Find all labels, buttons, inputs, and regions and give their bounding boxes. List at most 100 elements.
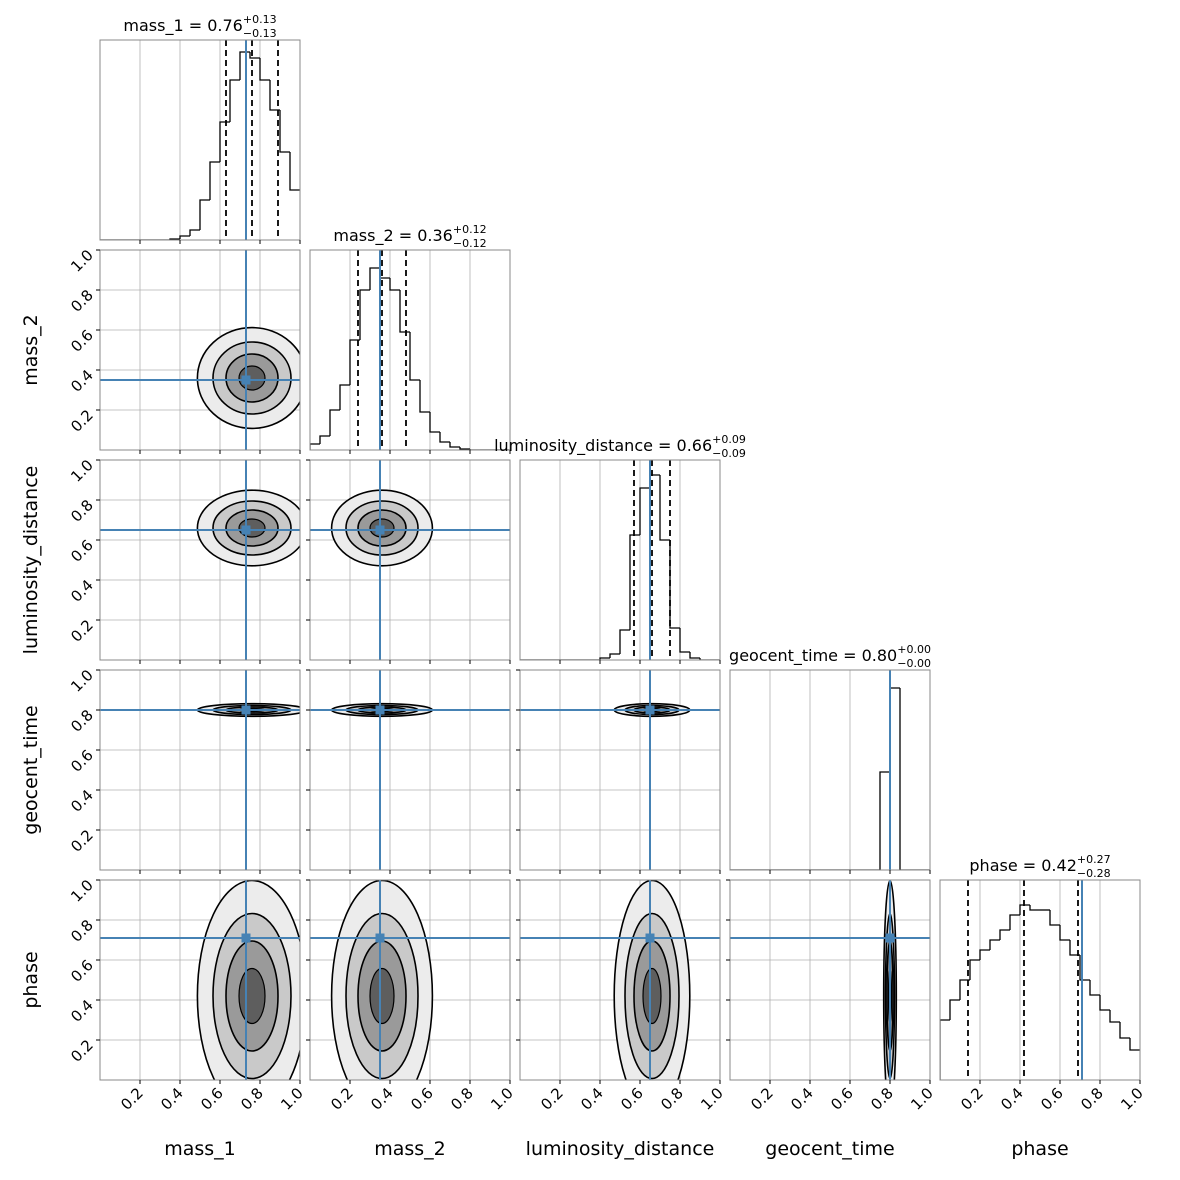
- y-tick-label: 0.4: [67, 366, 97, 396]
- truth-point: [375, 933, 385, 943]
- panel-frame: [309, 459, 511, 661]
- hist-step: [1129, 1038, 1140, 1051]
- hist-step: [439, 432, 450, 443]
- hist-step: [389, 278, 400, 291]
- panel: [940, 880, 1140, 1080]
- x-tick-label: 0.6: [407, 1084, 437, 1114]
- err-minus: −0.12: [453, 237, 487, 250]
- truth-point: [375, 525, 385, 535]
- truth-point: [645, 933, 655, 943]
- y-axis-label: phase: [20, 951, 42, 1008]
- y-tick-label: 0.6: [67, 746, 97, 776]
- y-tick-label: 0.8: [67, 286, 97, 316]
- x-tick-label: 0.8: [657, 1084, 687, 1114]
- x-tick-label: 0.4: [997, 1084, 1027, 1114]
- x-tick-label: 0.8: [447, 1084, 477, 1114]
- hist-step: [639, 487, 650, 535]
- panel-frame: [309, 249, 511, 451]
- panel: [100, 670, 300, 870]
- y-tick-label: 1.0: [67, 246, 97, 276]
- hist-step: [259, 58, 270, 81]
- panel: [100, 880, 300, 1080]
- panel-frame: [519, 669, 721, 871]
- hist-step: [899, 688, 910, 870]
- err-plus: +0.13: [243, 13, 277, 26]
- panel-frame: [309, 879, 511, 1081]
- x-tick-label: 0.4: [577, 1084, 607, 1114]
- err-minus: −0.13: [243, 27, 277, 40]
- panel: [310, 250, 510, 450]
- hist-step: [1119, 1022, 1130, 1039]
- hist-step: [1049, 910, 1060, 926]
- hist-step: [209, 161, 220, 200]
- hist-step: [669, 540, 680, 629]
- x-tick-label: 1.0: [907, 1084, 937, 1114]
- x-tick-label: 1.0: [277, 1084, 307, 1114]
- hist-step: [959, 979, 970, 1000]
- hist-step: [319, 435, 330, 444]
- panel: [310, 460, 510, 660]
- x-tick-label: 0.2: [537, 1084, 567, 1114]
- hist-step: [179, 235, 190, 239]
- panel-frame: [309, 669, 511, 871]
- x-tick-label: 0.6: [1037, 1084, 1067, 1114]
- truth-point: [241, 525, 251, 535]
- hist-step: [310, 443, 320, 450]
- y-tick-label: 0.2: [67, 826, 97, 856]
- x-tick-label: 1.0: [1117, 1084, 1147, 1114]
- hist-step: [279, 110, 290, 153]
- panel-frame: [99, 879, 301, 1081]
- x-tick-label: 0.4: [157, 1084, 187, 1114]
- x-tick-label: 0.4: [367, 1084, 397, 1114]
- err-plus: +0.00: [897, 643, 931, 656]
- hist-step: [999, 929, 1010, 940]
- x-tick-label: 0.2: [117, 1084, 147, 1114]
- hist-step: [659, 475, 670, 541]
- x-tick-label: 1.0: [697, 1084, 727, 1114]
- hist-step: [1059, 925, 1070, 941]
- y-tick-label: 0.8: [67, 706, 97, 736]
- panel-frame: [99, 249, 301, 451]
- hist-step: [599, 657, 610, 660]
- y-tick-label: 0.4: [67, 786, 97, 816]
- panel-frame: [939, 879, 1141, 1081]
- panel: [100, 40, 300, 240]
- panel-frame: [519, 459, 721, 661]
- panel: [520, 880, 720, 1080]
- hist-step: [629, 534, 640, 630]
- hist-step: [199, 199, 210, 230]
- y-tick-label: 0.8: [67, 916, 97, 946]
- panel-frame: [99, 669, 301, 871]
- y-tick-label: 0.4: [67, 576, 97, 606]
- truth-point: [375, 705, 385, 715]
- hist-step: [1099, 995, 1110, 1011]
- y-tick-label: 0.4: [67, 996, 97, 1026]
- density-contour: [238, 967, 266, 1025]
- hist-step: [1109, 1010, 1120, 1023]
- panel-title: geocent_time = 0.80: [729, 646, 897, 666]
- hist-step: [1019, 904, 1030, 915]
- x-tick-label: 0.8: [1077, 1084, 1107, 1114]
- hist-step: [269, 80, 280, 111]
- err-minus: −0.28: [1077, 867, 1111, 880]
- x-tick-label: 1.0: [487, 1084, 517, 1114]
- hist-step: [940, 1019, 950, 1080]
- hist-step: [889, 687, 900, 772]
- hist-step: [699, 658, 710, 660]
- x-axis-label: mass_2: [374, 1138, 446, 1160]
- y-tick-label: 0.2: [67, 406, 97, 436]
- panel: [520, 460, 720, 660]
- truth-point: [645, 705, 655, 715]
- truth-point: [241, 933, 251, 943]
- hist-step: [1089, 980, 1100, 996]
- panel-title: mass_2 = 0.36: [333, 226, 452, 246]
- x-tick-label: 0.4: [787, 1084, 817, 1114]
- hist-step: [449, 442, 460, 448]
- hist-step: [189, 229, 200, 236]
- y-axis-label: mass_2: [20, 314, 42, 386]
- hist-step: [369, 267, 380, 290]
- hist-step: [609, 653, 620, 658]
- hist-step: [409, 332, 420, 381]
- x-tick-label: 0.2: [747, 1084, 777, 1114]
- y-tick-label: 1.0: [67, 876, 97, 906]
